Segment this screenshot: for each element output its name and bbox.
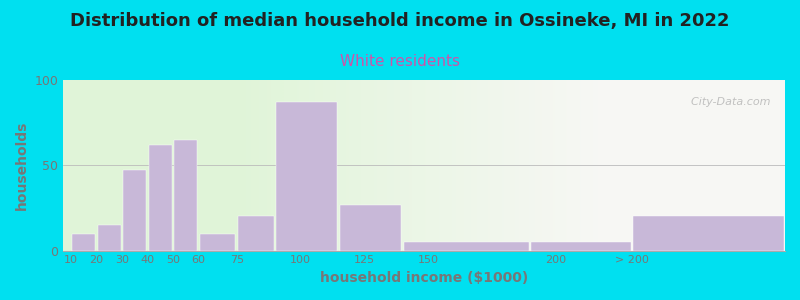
Bar <box>531 242 630 250</box>
Text: Distribution of median household income in Ossineke, MI in 2022: Distribution of median household income … <box>70 12 730 30</box>
Bar <box>174 140 197 250</box>
Bar <box>72 233 95 250</box>
X-axis label: household income ($1000): household income ($1000) <box>320 271 528 285</box>
Text: City-Data.com: City-Data.com <box>684 97 770 107</box>
Bar <box>276 102 338 250</box>
Bar <box>340 205 401 250</box>
Y-axis label: households: households <box>15 121 29 210</box>
Bar <box>123 170 146 250</box>
Text: White residents: White residents <box>340 54 460 69</box>
Bar <box>149 145 172 250</box>
Bar <box>98 225 121 250</box>
Bar <box>200 233 235 250</box>
Bar <box>634 217 784 250</box>
Bar <box>404 242 529 250</box>
Bar <box>238 217 274 250</box>
